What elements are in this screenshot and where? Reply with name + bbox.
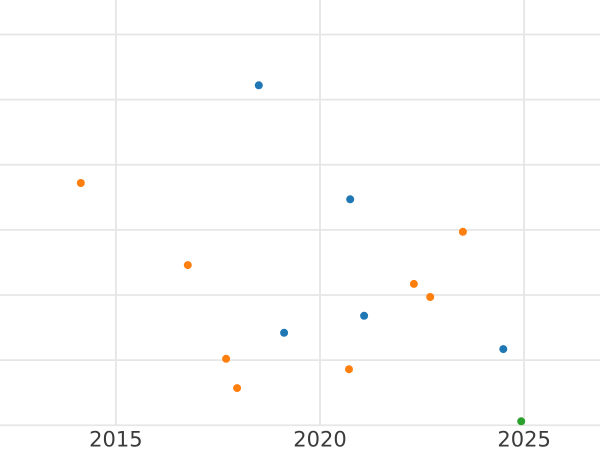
- data-point-orange: [222, 354, 231, 363]
- data-point-orange: [409, 279, 418, 288]
- data-point-orange: [233, 384, 242, 393]
- data-point-orange: [426, 293, 435, 301]
- data-point-green: [517, 417, 526, 426]
- data-point-orange: [76, 179, 85, 187]
- data-point-blue: [254, 81, 263, 90]
- x-tick-label: 2020: [293, 427, 346, 450]
- x-tick-label: 2015: [89, 427, 142, 450]
- data-point-blue: [346, 195, 355, 204]
- data-point-orange: [345, 365, 353, 374]
- x-axis-tick-labels: 2015 2020 2025: [89, 427, 551, 450]
- data-point-orange: [183, 261, 192, 270]
- data-point-blue: [280, 328, 289, 337]
- data-point-blue: [499, 345, 508, 354]
- data-points-layer: [76, 81, 526, 426]
- x-tick-label: 2025: [497, 427, 550, 450]
- data-point-blue: [360, 311, 369, 320]
- data-point-orange: [458, 227, 467, 236]
- grid-layer: [0, 0, 600, 427]
